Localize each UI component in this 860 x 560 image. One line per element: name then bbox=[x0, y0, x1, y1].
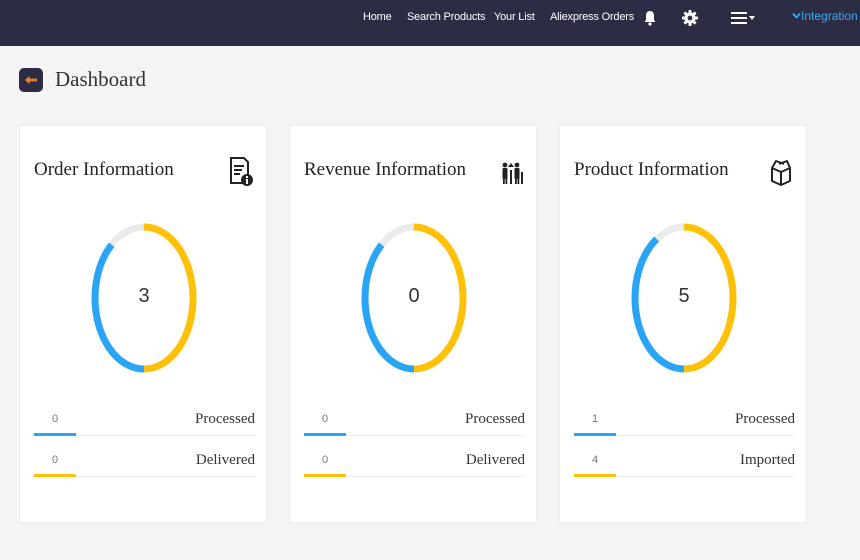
top-navbar: Home Search Products Your List Aliexpres… bbox=[0, 0, 860, 46]
stat-label: Processed bbox=[195, 411, 255, 427]
stat-label: Delivered bbox=[195, 452, 255, 468]
bell-icon[interactable] bbox=[641, 9, 659, 27]
stat-row-delivered: 0 Delivered bbox=[34, 451, 255, 477]
stat-label: Delivered bbox=[465, 452, 525, 468]
revenue-information-card: Revenue Information 0 0 Processed 0 Deli… bbox=[289, 125, 537, 523]
product-total-value: 5 bbox=[678, 285, 690, 307]
donut-delivered-arc bbox=[91, 223, 197, 373]
stat-value: 1 bbox=[591, 413, 599, 425]
revenue-donut-chart bbox=[361, 223, 467, 373]
nav-aliexpress-orders-link[interactable]: Aliexpress Orders bbox=[550, 11, 635, 23]
revenue-people-icon bbox=[502, 162, 523, 184]
product-donut-chart bbox=[631, 223, 737, 373]
chevron-down-icon bbox=[792, 12, 801, 19]
order-information-card: Order Information 3 0 Processed 0 Delive… bbox=[19, 125, 267, 523]
card-title: Revenue Information bbox=[304, 159, 466, 180]
order-total-value: 3 bbox=[138, 285, 150, 307]
stat-value: 0 bbox=[51, 454, 59, 466]
order-donut-chart bbox=[91, 223, 197, 373]
card-title: Product Information bbox=[574, 159, 729, 180]
stat-bar-yellow bbox=[304, 474, 346, 477]
stat-value: 0 bbox=[321, 454, 329, 466]
stat-bar-blue bbox=[34, 433, 76, 436]
nav-search-products-link[interactable]: Search Products bbox=[407, 11, 486, 23]
donut-delivered-arc bbox=[361, 223, 467, 373]
stat-bar-blue bbox=[304, 433, 346, 436]
page-title: Dashboard bbox=[55, 67, 146, 91]
stat-label: Imported bbox=[740, 452, 795, 468]
stat-row-processed: 1 Processed bbox=[574, 410, 795, 436]
stat-row-imported: 4 Imported bbox=[574, 451, 795, 477]
stat-value: 0 bbox=[321, 413, 329, 425]
stat-bar-yellow bbox=[34, 474, 76, 477]
stat-bar-yellow bbox=[574, 474, 616, 477]
stat-label: Processed bbox=[735, 411, 795, 427]
stat-bar-blue bbox=[574, 433, 616, 436]
nav-home-link[interactable]: Home bbox=[363, 11, 392, 23]
stat-row-processed: 0 Processed bbox=[304, 410, 525, 436]
card-title: Order Information bbox=[34, 159, 174, 180]
revenue-total-value: 0 bbox=[408, 285, 420, 307]
stat-value: 0 bbox=[51, 413, 59, 425]
open-box-icon bbox=[771, 160, 791, 186]
stat-label: Processed bbox=[465, 411, 525, 427]
integration-dropdown[interactable]: Integration bbox=[792, 9, 858, 23]
back-button[interactable] bbox=[19, 68, 43, 92]
stat-row-processed: 0 Processed bbox=[34, 410, 255, 436]
nav-your-list-link[interactable]: Your List bbox=[494, 11, 535, 23]
invoice-info-icon bbox=[230, 157, 253, 186]
integration-label: Integration bbox=[801, 9, 858, 23]
product-information-card: Product Information 5 1 Processed 4 Impo… bbox=[559, 125, 807, 523]
stat-value: 4 bbox=[591, 454, 599, 466]
gear-icon[interactable] bbox=[681, 9, 699, 27]
donut-imported-arc bbox=[631, 223, 737, 373]
hamburger-menu-icon[interactable] bbox=[729, 9, 757, 27]
stat-row-delivered: 0 Delivered bbox=[304, 451, 525, 477]
arrow-left-icon bbox=[25, 76, 37, 84]
